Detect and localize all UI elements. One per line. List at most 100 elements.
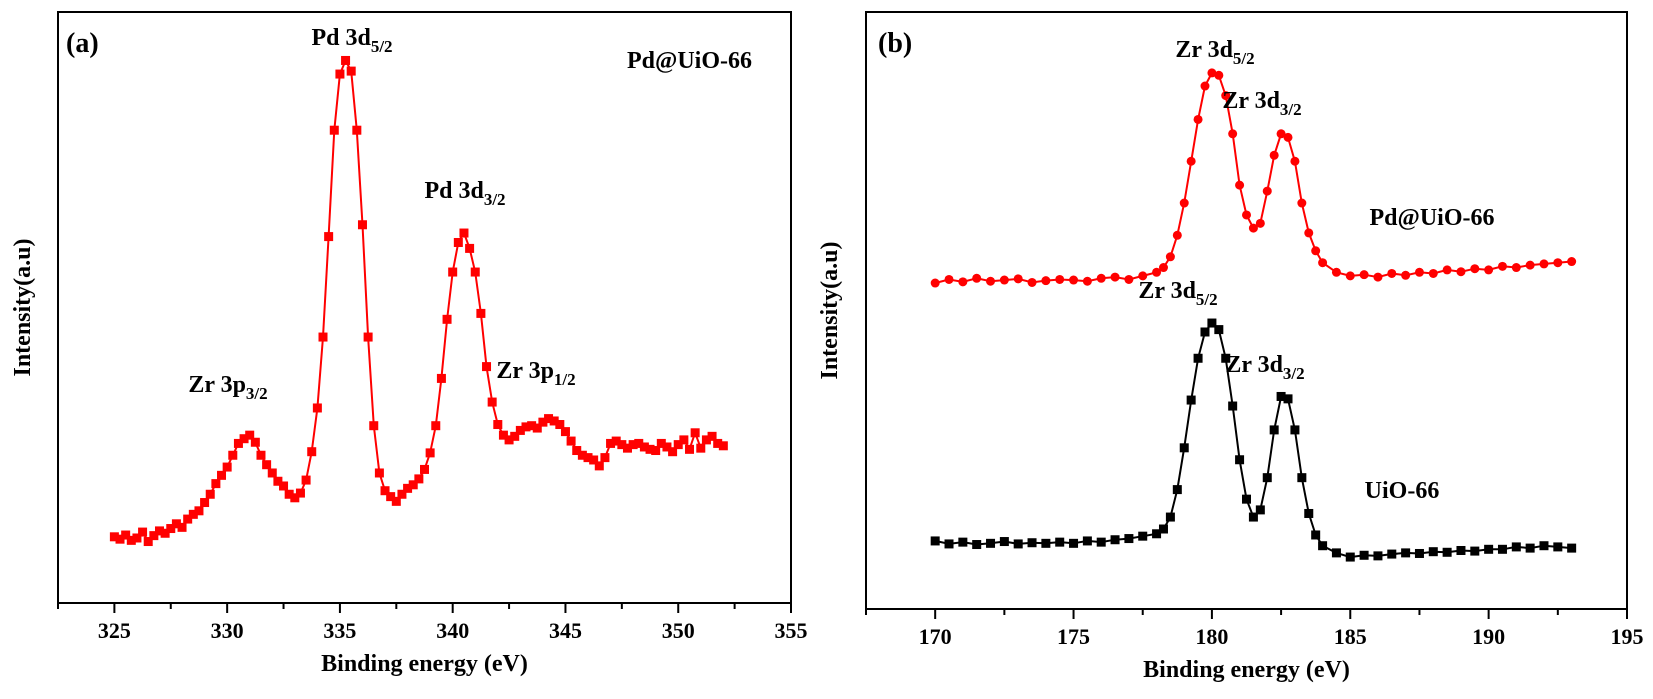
data-point (1373, 272, 1383, 282)
data-point (622, 443, 632, 453)
data-point (999, 275, 1009, 285)
data-point (1138, 271, 1148, 281)
sample-label: Pd@UiO-66 (627, 48, 752, 74)
data-point (1276, 391, 1286, 401)
data-point (391, 496, 401, 506)
data-point (194, 506, 204, 516)
data-point (1283, 132, 1293, 142)
data-point (606, 438, 616, 448)
data-point (1497, 261, 1507, 271)
x-tick-label: 195 (1611, 624, 1644, 649)
data-point (1525, 543, 1535, 553)
data-point (1290, 156, 1300, 166)
x-tick-label: 355 (775, 618, 808, 643)
data-point (312, 403, 322, 413)
data-point (414, 474, 424, 484)
x-tick-label: 330 (211, 618, 244, 643)
x-tick-label: 350 (662, 618, 695, 643)
data-point (986, 538, 996, 548)
panel-label: (a) (66, 28, 99, 59)
data-point (363, 332, 373, 342)
data-point (1345, 552, 1355, 562)
data-point (611, 436, 621, 446)
panel-label: (b) (878, 28, 912, 59)
data-point (239, 434, 249, 444)
data-point (482, 362, 492, 372)
data-point (397, 489, 407, 499)
data-point (228, 450, 238, 460)
data-point (1165, 512, 1175, 522)
data-point (1297, 198, 1307, 208)
y-axis-title: Intensity(a.u) (10, 238, 36, 376)
data-point (403, 483, 413, 493)
data-point (958, 277, 968, 287)
data-point (1027, 277, 1037, 287)
data-point (436, 373, 446, 383)
data-point (329, 125, 339, 135)
data-point (307, 447, 317, 457)
data-point (986, 276, 996, 286)
x-tick-label: 175 (1057, 624, 1090, 649)
data-point (1096, 273, 1106, 283)
data-point (245, 430, 255, 440)
data-point (476, 308, 486, 318)
data-point (527, 421, 537, 431)
data-point (696, 443, 706, 453)
data-point (250, 437, 260, 447)
data-point (1456, 545, 1466, 555)
data-point (1096, 537, 1106, 547)
data-point (1228, 129, 1238, 139)
peak-annotation: Pd 3d5/2 (311, 25, 392, 56)
data-point (267, 468, 277, 478)
series-line-pd-uio-66 (114, 58, 724, 544)
data-point (442, 314, 452, 324)
data-point (594, 461, 604, 471)
data-point (341, 55, 351, 65)
data-point (301, 475, 311, 485)
data-point (1055, 537, 1065, 547)
data-point (318, 332, 328, 342)
data-point (1311, 246, 1321, 256)
data-point (1525, 260, 1535, 270)
data-point (205, 489, 215, 499)
data-point (290, 493, 300, 503)
data-point (651, 446, 661, 456)
data-point (549, 416, 559, 426)
peak-annotation: Pd 3d3/2 (424, 178, 505, 209)
peak-annotation: Zr 3d3/2 (1225, 352, 1304, 383)
data-point (1318, 258, 1328, 268)
data-point (1152, 529, 1162, 539)
data-point (1442, 265, 1452, 275)
data-point (386, 492, 396, 502)
data-point (1414, 267, 1424, 277)
data-point (1290, 425, 1300, 435)
data-point (1304, 228, 1314, 238)
data-point (1221, 91, 1231, 101)
data-point (352, 125, 362, 135)
data-point (166, 524, 176, 534)
data-point (171, 519, 181, 529)
data-point (279, 481, 289, 491)
data-point (222, 462, 232, 472)
data-point (1152, 267, 1162, 277)
data-point (487, 397, 497, 407)
data-point (1401, 270, 1411, 280)
data-point (233, 438, 243, 448)
data-point (668, 447, 678, 457)
data-point (639, 442, 649, 452)
data-point (1172, 485, 1182, 495)
data-point (673, 440, 683, 450)
data-point (295, 488, 305, 498)
data-point (1470, 264, 1480, 274)
data-point (1373, 551, 1383, 561)
data-point (1193, 114, 1203, 124)
data-point (1200, 327, 1210, 337)
data-point (1539, 541, 1549, 551)
data-point (679, 435, 689, 445)
peak-annotation: Zr 3d3/2 (1222, 88, 1301, 119)
data-point (515, 425, 525, 435)
data-point (1262, 186, 1272, 196)
data-point (1082, 276, 1092, 286)
data-point (183, 514, 193, 524)
data-point (560, 427, 570, 437)
